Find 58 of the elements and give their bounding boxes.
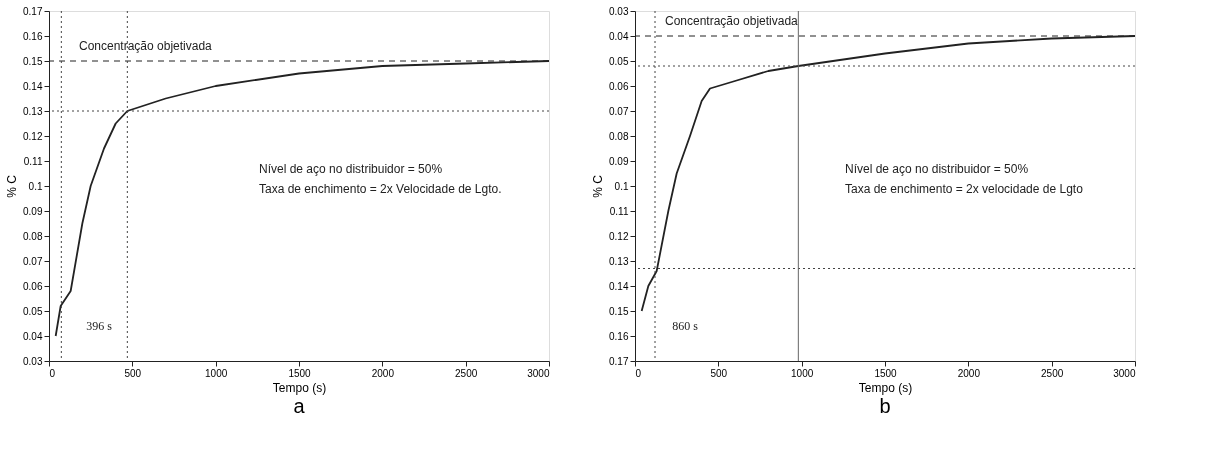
annotation: Nível de aço no distribuidor = 50% — [259, 161, 443, 176]
y-tick-label: 0.04 — [23, 330, 43, 342]
y-tick-label: 0.12 — [609, 230, 629, 242]
y-tick-label: 0.15 — [23, 55, 43, 67]
y-tick-label: 0.13 — [23, 105, 43, 117]
y-tick-label: 0.12 — [23, 130, 43, 142]
x-tick-label: 2000 — [957, 367, 981, 379]
y-tick-label: 0.11 — [23, 155, 43, 167]
y-tick-label: 0.08 — [609, 130, 629, 142]
y-tick-label: 0.1 — [28, 180, 43, 192]
annotation: Taxa de enchimento = 2x Velocidade de Lgto. — [259, 181, 502, 196]
ref-line-label: Concentração objetivada — [665, 14, 799, 28]
y-tick-label: 0.04 — [609, 30, 629, 42]
ref-line-label: Concentração objetivada — [79, 39, 213, 53]
y-tick-label: 0.17 — [609, 355, 629, 367]
x-tick-label: 1000 — [205, 367, 228, 379]
text: b — [879, 395, 891, 417]
x-tick-label: 2500 — [455, 367, 478, 379]
x-tick-label: 1500 — [288, 367, 312, 379]
x-tick-label: 500 — [124, 367, 142, 379]
y-tick-label: 0.06 — [23, 280, 43, 292]
x-tick-label: 1500 — [874, 367, 898, 379]
y-tick-label: 0.09 — [609, 155, 629, 167]
y-tick-label: 0.17 — [23, 5, 43, 17]
y-tick-label: 0.06 — [609, 80, 629, 92]
x-tick-label: 0 — [635, 367, 642, 379]
y-axis-title: % C — [591, 174, 606, 198]
text: a — [293, 395, 306, 417]
annotation: Taxa de enchimento = 2x velocidade de Lgto — [845, 181, 1084, 196]
x-tick-label: 3000 — [527, 367, 550, 379]
annotation: 396 s — [86, 319, 113, 333]
x-tick-label: 3000 — [1113, 367, 1136, 379]
x-tick-label: 0 — [49, 367, 56, 379]
y-tick-label: 0.03 — [23, 355, 43, 367]
y-tick-label: 0.07 — [609, 105, 629, 117]
x-axis-title: Tempo (s) — [858, 380, 913, 395]
y-tick-label: 0.14 — [609, 280, 629, 292]
x-axis-title: Tempo (s) — [272, 380, 327, 395]
x-tick-label: 2000 — [371, 367, 395, 379]
y-tick-label: 0.08 — [23, 230, 43, 242]
annotation: 860 s — [672, 319, 699, 333]
y-tick-label: 0.05 — [23, 305, 43, 317]
y-tick-label: 0.16 — [609, 330, 629, 342]
y-tick-label: 0.14 — [23, 80, 43, 92]
y-tick-label: 0.05 — [609, 55, 629, 67]
y-tick-label: 0.1 — [614, 180, 629, 192]
x-tick-label: 2500 — [1041, 367, 1064, 379]
y-tick-label: 0.11 — [609, 205, 629, 217]
y-axis-title: % C — [5, 174, 20, 198]
x-tick-label: 500 — [710, 367, 728, 379]
y-tick-label: 0.15 — [609, 305, 629, 317]
y-tick-label: 0.13 — [609, 255, 629, 267]
y-tick-label: 0.09 — [23, 205, 43, 217]
y-tick-label: 0.16 — [23, 30, 43, 42]
x-tick-label: 1000 — [791, 367, 814, 379]
annotation: Nível de aço no distribuidor = 50% — [845, 161, 1029, 176]
y-tick-label: 0.07 — [23, 255, 43, 267]
y-tick-label: 0.03 — [609, 5, 629, 17]
